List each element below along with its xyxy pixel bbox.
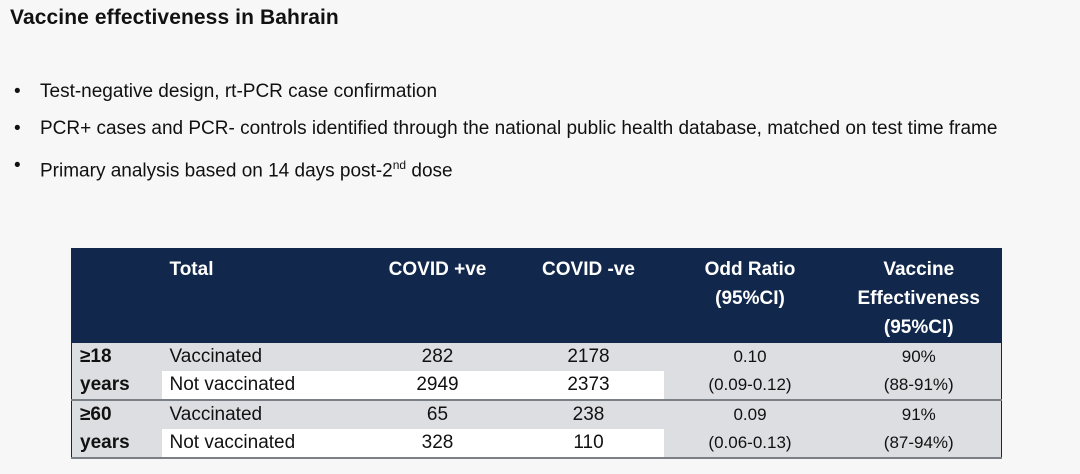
header-covid-positive: COVID +ve (361, 248, 514, 343)
cell-vaccine-effectiveness-ci: (87-94%) (836, 429, 1002, 459)
bullet-item: • Test-negative design, rt-PCR case conf… (14, 78, 1062, 105)
cell-vaccine-effectiveness-ci: (88-91%) (836, 371, 1002, 401)
cell-covid-positive: 65 (426, 404, 449, 425)
header-ve-line1: Vaccine (883, 259, 955, 280)
cell-odds-ratio-ci: (0.06-0.13) (663, 429, 837, 459)
bullet-text: PCR+ cases and PCR- controls identified … (40, 118, 998, 139)
bullet-text: Primary analysis based on 14 days post-2… (40, 152, 1062, 184)
bullet-text-after: dose (406, 160, 453, 182)
cell-covid-positive: 328 (361, 429, 514, 459)
cell-covid-positive: 2949 (361, 371, 514, 401)
cell-odds-ratio-ci: (0.09-0.12) (663, 371, 837, 401)
header-group (71, 248, 162, 343)
cell-covid-negative: 2178 (567, 346, 610, 367)
cell-covid-negative: 2373 (513, 371, 664, 401)
table-row: ≥18 Vaccinated 282 2178 0.10 90% (71, 343, 1002, 371)
bullet-text-before: Primary analysis based on 14 days post-2 (40, 160, 393, 182)
bullet-item: • PCR+ cases and PCR- controls identifie… (14, 115, 1062, 142)
cell-covid-negative: 110 (513, 429, 664, 459)
group-label-line2: years (71, 371, 162, 401)
cell-vaccine-effectiveness: 90% (901, 347, 936, 366)
header-odds-ratio: Odd Ratio (95%CI) (663, 248, 837, 343)
bullet-dot-icon: • (14, 81, 21, 102)
table-row: years Not vaccinated 328 110 (0.06-0.13)… (71, 429, 1002, 459)
header-odds-ratio-line2: (95%CI) (715, 288, 785, 309)
table-row: years Not vaccinated 2949 2373 (0.09-0.1… (71, 371, 1002, 401)
bullet-list: • Test-negative design, rt-PCR case conf… (14, 78, 1062, 194)
header-ve-line2: Effectiveness (857, 288, 980, 309)
row-status: Vaccinated (169, 404, 263, 425)
row-status: Not vaccinated (161, 371, 362, 401)
vaccine-effectiveness-table: Total COVID +ve COVID -ve Odd Ratio (95%… (71, 248, 1002, 459)
row-status: Not vaccinated (161, 429, 362, 459)
cell-covid-negative: 238 (572, 404, 605, 425)
row-status: Vaccinated (169, 346, 263, 367)
cell-vaccine-effectiveness: 91% (901, 405, 936, 424)
header-total: Total (161, 248, 362, 343)
group-label-line2: years (71, 429, 162, 459)
group-label-line1: ≥18 (80, 346, 112, 367)
bullet-item: • Primary analysis based on 14 days post… (14, 152, 1062, 184)
group-label-line1: ≥60 (80, 404, 112, 425)
bullet-dot-icon: • (14, 155, 21, 176)
cell-odds-ratio: 0.10 (733, 347, 767, 366)
table-row: ≥60 Vaccinated 65 238 0.09 91% (71, 400, 1002, 429)
header-ve-line3: (95%CI) (883, 317, 954, 338)
bullet-dot-icon: • (14, 118, 21, 139)
header-vaccine-effectiveness: Vaccine Effectiveness (95%CI) (836, 248, 1002, 343)
bullet-superscript: nd (392, 158, 407, 172)
cell-covid-positive: 282 (421, 346, 454, 367)
cell-odds-ratio: 0.09 (733, 405, 767, 424)
bullet-text: Test-negative design, rt-PCR case confir… (40, 81, 438, 102)
table-header-row: Total COVID +ve COVID -ve Odd Ratio (95%… (71, 248, 1002, 343)
header-covid-negative: COVID -ve (513, 248, 664, 343)
page-title: Vaccine effectiveness in Bahrain (10, 6, 339, 29)
header-odds-ratio-line1: Odd Ratio (704, 259, 796, 280)
